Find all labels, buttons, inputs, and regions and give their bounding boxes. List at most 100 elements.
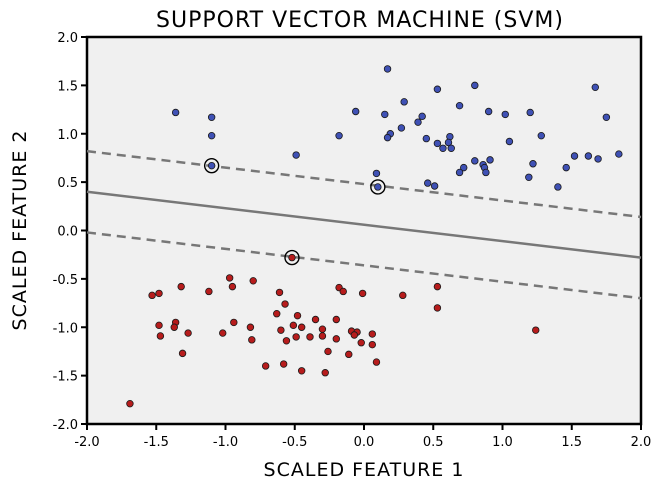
class-a-point (424, 179, 432, 187)
x-tick-label: 0.5 (423, 435, 444, 450)
chart-title: SUPPORT VECTOR MACHINE (SVM) (156, 8, 564, 33)
y-tick-label: -2.0 (53, 418, 78, 433)
class-a-point (171, 108, 180, 117)
class-a-point (207, 131, 216, 140)
class-a-point (455, 101, 464, 110)
class-a-point (570, 152, 579, 160)
class-a-point (439, 144, 447, 152)
class-b-point (332, 315, 340, 324)
class-b-point (357, 339, 365, 347)
class-b-point (289, 321, 298, 330)
class-b-point (156, 332, 165, 340)
class-a-point (292, 151, 300, 159)
class-a-point (374, 183, 382, 191)
class-b-point (228, 282, 237, 291)
class-a-point (335, 131, 343, 140)
class-a-point (584, 152, 593, 160)
class-a-point (430, 182, 439, 190)
class-b-point (261, 362, 270, 370)
class-a-point (562, 163, 570, 172)
class-b-point (248, 336, 256, 344)
class-a-point (525, 173, 533, 181)
class-b-point (292, 333, 300, 341)
class-b-point (358, 289, 367, 298)
y-tick-label: 1.0 (57, 128, 78, 143)
class-b-point (368, 340, 377, 349)
support-vector-ring (203, 157, 220, 174)
y-tick-label: 2.0 (57, 31, 78, 46)
class-a-point (383, 133, 392, 142)
support-vector-ring (284, 249, 300, 266)
class-b-point (170, 323, 178, 331)
class-b-point (155, 289, 163, 298)
class-a-point (372, 169, 381, 178)
class-a-point (351, 107, 360, 116)
class-a-point (602, 113, 611, 122)
y-tick-label: 0.5 (57, 176, 78, 191)
x-axis-ticks: -2.0 -1.5 -1.0 -0.5 0.0 0.5 1.0 1.5 2.0 (74, 424, 651, 450)
x-tick-label: -1.5 (144, 435, 169, 450)
class-b-point (178, 349, 187, 358)
class-a-point (554, 183, 562, 191)
class-b-point (339, 287, 347, 296)
class-a-point (471, 81, 479, 90)
class-b-point (318, 332, 327, 340)
class-a-point (207, 113, 216, 122)
class-b-point (184, 329, 192, 337)
x-tick-label: 0.0 (354, 435, 375, 450)
x-tick-label: 1.0 (492, 435, 513, 450)
y-axis-ticks: 2.0 1.5 1.0 0.5 0.0 -0.5 -1.0 -1.5 -2.0 (53, 31, 87, 433)
class-a-point (529, 160, 537, 168)
class-a-point (422, 134, 431, 143)
class-b-point (311, 315, 320, 324)
class-a-point (207, 161, 216, 170)
class-b-point (345, 350, 353, 359)
support-vector-ring (370, 179, 386, 195)
class-b-point (273, 310, 281, 318)
class-a-point (444, 138, 453, 147)
decision-boundary-line (86, 190, 642, 259)
class-b-point (297, 323, 306, 331)
x-tick-label: 2.0 (631, 435, 652, 450)
class-b-point (318, 325, 327, 333)
class-a-point (460, 163, 468, 172)
class-a-point (486, 156, 494, 164)
y-tick-label: -1.5 (53, 370, 78, 385)
class-b-point (155, 321, 163, 330)
chart-marks (86, 65, 642, 408)
y-tick-label: 1.5 (57, 79, 78, 94)
class-a-point (591, 83, 599, 92)
class-a-point (414, 118, 422, 126)
class-b-point (399, 291, 407, 300)
class-b-point (177, 282, 185, 291)
class-a-point (418, 112, 426, 121)
class-b-point (350, 331, 359, 339)
class-b-point (324, 347, 332, 356)
class-b-point (225, 274, 234, 282)
class-b-point (230, 318, 238, 327)
class-b-point (205, 287, 213, 296)
y-tick-label: -0.5 (53, 273, 78, 288)
class-a-point (433, 85, 442, 93)
class-b-point (277, 326, 285, 334)
class-b-point (293, 311, 302, 320)
plot-area (85, 35, 643, 426)
class-b-point (368, 330, 377, 338)
y-axis-label: SCALED FEATURE 2 (9, 130, 31, 331)
upper-margin-line (86, 149, 642, 219)
class-b-point (275, 288, 284, 297)
class-a-point (471, 157, 479, 165)
class-a-point (526, 108, 534, 117)
class-b-point (372, 358, 381, 366)
x-tick-label: 1.5 (561, 435, 582, 450)
class-b-point (532, 326, 540, 334)
class-a-point (482, 168, 490, 177)
x-tick-label: -0.5 (282, 435, 307, 450)
class-b-point (321, 369, 329, 377)
class-b-point (246, 323, 255, 331)
class-a-point (484, 107, 493, 116)
class-a-point (447, 144, 455, 152)
class-b-point (306, 333, 314, 341)
class-b-point (219, 329, 227, 337)
